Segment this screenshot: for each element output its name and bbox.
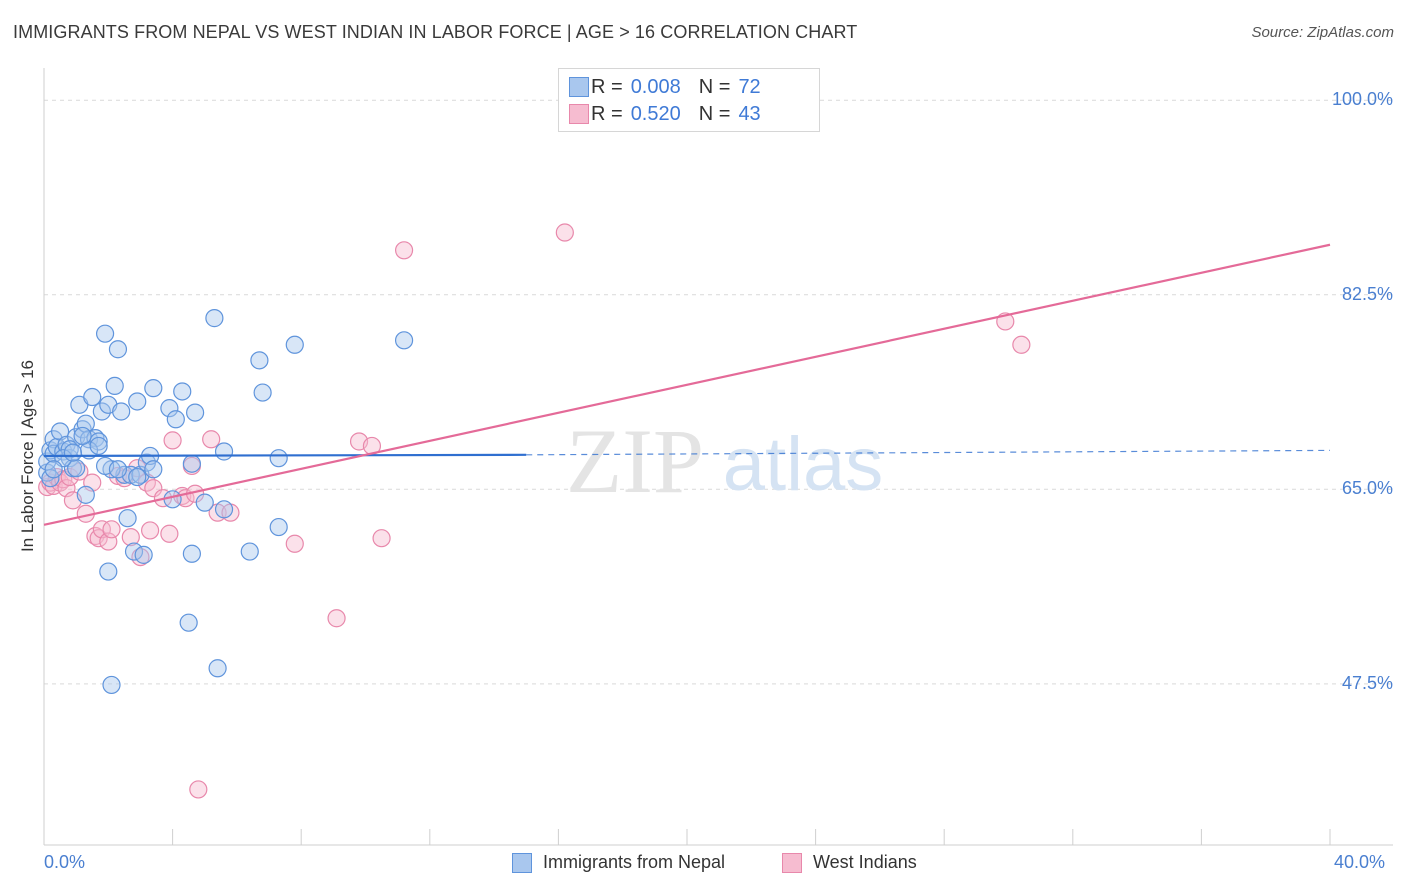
nepal-point [92,402,111,421]
bottom-legend-label-west: West Indians [813,852,917,872]
legend-r-label: R = [591,102,623,125]
nepal-point [240,542,259,561]
nepal-point [186,403,205,422]
nepal-point [89,436,108,456]
west-indians-point [189,780,208,799]
west-indians-point [163,431,182,450]
nepal-point [128,467,147,487]
west-indians-point [121,527,140,547]
nepal-point [134,545,153,564]
watermark-atlas: atlas [723,422,884,507]
nepal-point [128,392,147,411]
x-tick-label-max: 40.0% [1334,852,1386,872]
bottom-legend-swatch-nepal [512,852,532,873]
nepal-point [67,459,86,478]
nepal-point [60,440,79,459]
y-tick-label-47.5: 47.5% [1341,672,1393,693]
nepal-point [166,410,185,429]
legend-swatch-nepal [569,77,589,97]
nepal-point [269,517,288,537]
legend-r-label: R = [591,75,623,98]
west-indians-point [202,430,221,449]
nepal-point [73,426,92,446]
legend-row-nepal: R = 0.008 N = 72 [569,75,761,99]
y-tick-label-65: 65.0% [1341,478,1393,499]
nepal-point [285,335,304,354]
nepal-point [144,460,163,479]
nepal-point [118,509,137,528]
nepal-point [73,420,92,439]
bottom-legend-west: West Indians [782,852,917,873]
nepal-point [63,443,83,462]
nepal-point [250,351,269,370]
legend-swatch-west [569,104,589,124]
west-indians-points [38,223,1031,799]
west-indians-point [102,520,121,539]
nepal-point [214,500,234,519]
nepal-point [253,383,272,402]
nepal-point [214,442,234,461]
nepal-point [163,490,182,509]
grid-lines [44,99,1393,685]
trend-lines [43,243,1331,526]
bottom-legend-label-nepal: Immigrants from Nepal [543,852,726,872]
nepal-point [83,387,102,407]
west-indians-point [160,524,179,543]
nepal-point [182,454,201,473]
x-tick-label-min: 0.0% [44,852,86,872]
legend-r-value-west: 0.520 [630,102,681,125]
west-indians-point [285,534,304,553]
legend-n-value-west: 43 [738,102,761,125]
nepal-point [394,331,414,350]
legend-n-label: N = [698,102,731,125]
nepal-point [144,379,163,398]
nepal-point [269,449,288,468]
bottom-legend-swatch-west [782,852,802,873]
west-indians-point [140,521,160,540]
nepal-point [108,460,128,479]
legend-r-value-nepal: 0.008 [630,75,681,98]
chart-title: IMMIGRANTS FROM NEPAL VS WEST INDIAN IN … [13,22,858,42]
nepal-point [44,460,63,479]
nepal-point [182,544,201,563]
nepal-point [179,613,198,632]
nepal-point [160,399,179,418]
west-indians-point [144,479,163,498]
nepal-point [105,376,124,396]
nepal-point [99,562,118,581]
nepal-point [195,493,214,512]
west-indians-point [372,529,391,548]
nepal-point [173,382,192,401]
nepal-point [112,402,131,421]
nepal-point [108,340,128,359]
nepal-points [38,309,414,695]
legend-n-value-nepal: 72 [738,75,761,98]
west-indians-point [555,223,574,242]
bottom-legend-nepal: Immigrants from Nepal [512,852,725,873]
stats-legend: R = 0.008 N = 72 R = 0.520 N = 43 [558,68,820,132]
nepal-point [95,324,115,343]
nepal-point [76,485,95,504]
west-indians-trend-line [43,243,1331,526]
y-tick-label-82.5: 82.5% [1341,283,1393,304]
watermark-zip: ZIP [566,410,704,512]
nepal-point [208,659,227,678]
watermark: ZIP atlas [566,410,883,512]
legend-row-west: R = 0.520 N = 43 [569,102,761,126]
nepal-point [102,675,121,695]
west-indians-point [394,241,414,260]
nepal-trend-extension [526,449,1331,456]
legend-n-label: N = [698,75,731,98]
source-credit: Source: ZipAtlas.com [1251,24,1394,41]
y-tick-label-100: 100.0% [1331,89,1393,110]
west-indians-point [327,609,346,628]
nepal-point [205,309,224,328]
west-indians-point [1012,335,1031,354]
nepal-trend-line [43,453,527,458]
nepal-point [124,542,144,561]
